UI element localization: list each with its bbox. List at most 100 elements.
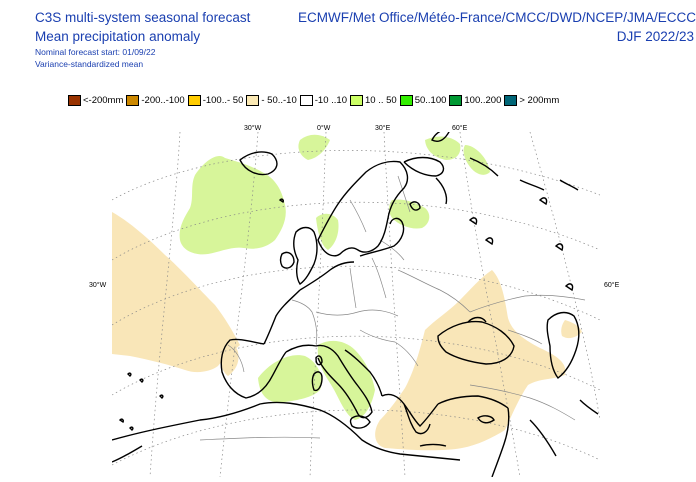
legend-swatch — [126, 94, 140, 106]
legend-swatch — [246, 94, 260, 106]
lon-line-90e — [529, 132, 600, 421]
negative-anomaly-areas — [112, 212, 582, 451]
legend-label: -10 ..10 — [314, 94, 347, 106]
border-france-germany — [291, 299, 318, 345]
border-iberia — [227, 344, 245, 373]
title-line-1: C3S multi-system seasonal forecast — [35, 10, 251, 25]
header-right: ECMWF/Met Office/Météo-France/CMCC/DWD/N… — [276, 8, 696, 46]
lat-label-left: 30°W — [89, 282, 107, 289]
legend-label: - 50..-10 — [261, 94, 297, 106]
lon-line-60w — [149, 132, 181, 477]
wet-area-north-atlantic — [179, 155, 286, 255]
coast-italy-east — [344, 349, 383, 397]
coast-azores — [127, 372, 144, 383]
national-borders — [199, 175, 586, 441]
coast-sicily — [349, 415, 371, 429]
wet-area-scandinavia-east — [389, 199, 430, 229]
graticule — [112, 132, 600, 477]
coast-corsica — [315, 355, 323, 366]
forecast-period: DJF 2022/23 — [616, 29, 694, 44]
coastlines — [112, 132, 599, 477]
coast-italy — [315, 344, 373, 419]
wet-area-western-med — [258, 355, 322, 403]
coast-novaya-zemlya — [431, 132, 450, 142]
coast-red-sea — [529, 419, 557, 457]
legend-item: -10 ..10 — [299, 94, 349, 106]
legend: <-200mm -200..-100 -100..- 50 - 50..-10 -10 … — [68, 93, 562, 107]
lon-line-30e — [383, 132, 406, 477]
systems-list: ECMWF/Met Office/Météo-France/CMCC/DWD/N… — [297, 10, 696, 25]
coast-ireland — [279, 251, 295, 269]
coast-persian-gulf — [579, 399, 599, 415]
dry-area-iberia — [218, 339, 239, 376]
coast-black-sea — [437, 320, 515, 365]
border-poland-belarus — [371, 257, 387, 299]
border-germany-poland — [349, 267, 357, 309]
dry-area-eastmed — [375, 270, 566, 451]
wet-area-kara — [463, 145, 490, 175]
lat-line-40n — [112, 335, 600, 396]
border-ukraine-russia — [397, 269, 471, 313]
coast-madeira — [159, 394, 164, 399]
legend-label: 10 .. 50 — [364, 94, 397, 106]
border-central-europe — [315, 309, 399, 317]
legend-swatch — [299, 94, 313, 106]
legend-label: <-200mm — [83, 94, 124, 106]
lat-line-60n — [112, 201, 600, 261]
coast-levant — [491, 407, 510, 477]
coast-arctic-east — [469, 157, 579, 191]
dry-area-caspian — [561, 320, 582, 339]
legend-item: 10 .. 50 — [349, 94, 399, 106]
coast-caspian — [546, 311, 580, 379]
lon-line-0 — [309, 132, 327, 477]
header-left: C3S multi-system seasonal forecast Mean … — [35, 8, 285, 70]
legend-item: <-200mm — [68, 94, 125, 106]
coast-canary — [118, 418, 134, 431]
legend-item: > 200mm — [504, 94, 561, 106]
coast-lakes-russia — [468, 197, 574, 292]
coast-baltic — [359, 217, 405, 257]
legend-label: 100..200 — [464, 94, 502, 106]
legend-swatch — [187, 94, 201, 106]
coast-azov — [467, 316, 487, 323]
forecast-start: Nominal forecast start: 01/09/22 — [35, 47, 156, 57]
coast-north-africa — [112, 401, 461, 461]
border-finland-russia — [397, 175, 411, 213]
coast-balkans — [381, 393, 439, 427]
legend-label: -200..-100 — [141, 94, 185, 106]
legend-swatch — [68, 94, 81, 106]
legend-swatch — [349, 94, 363, 106]
lon-label-60e: 60°E — [452, 125, 468, 132]
legend-item: 100..200 — [449, 94, 503, 106]
dry-area-atlantic — [112, 212, 240, 373]
wet-area-arctic — [425, 136, 461, 160]
coast-gulf-lion — [285, 344, 317, 353]
lat-line-30n — [112, 409, 600, 466]
coast-scandinavia — [317, 160, 409, 257]
border-caucasus — [507, 329, 543, 345]
lon-label-0w: 0°W — [317, 125, 331, 132]
coast-atlantic-africa — [112, 445, 143, 463]
lon-label-30e: 30°E — [375, 125, 391, 132]
coast-iceland — [239, 151, 278, 176]
lat-label-right: 60°E — [604, 282, 620, 289]
coast-white-sea — [435, 177, 448, 205]
positive-anomaly-areas — [179, 134, 490, 420]
border-middle-east — [469, 384, 576, 421]
title-line-2: Mean precipitation anomaly — [35, 29, 201, 44]
coast-lake-ladoga — [409, 201, 421, 211]
coast-iberia — [220, 338, 287, 399]
coast-faroe — [278, 198, 284, 204]
lon-line-60e — [459, 132, 521, 477]
border-russia-kazakhstan — [469, 294, 586, 313]
border-balkans — [359, 329, 419, 367]
border-baltics — [379, 239, 405, 261]
lat-line-70n — [112, 150, 600, 201]
border-north-africa — [199, 436, 321, 441]
legend-item: -100..- 50 — [187, 94, 246, 106]
wet-area-italy — [317, 340, 375, 420]
coast-france-biscay — [263, 289, 301, 345]
coast-cyprus — [477, 415, 495, 424]
